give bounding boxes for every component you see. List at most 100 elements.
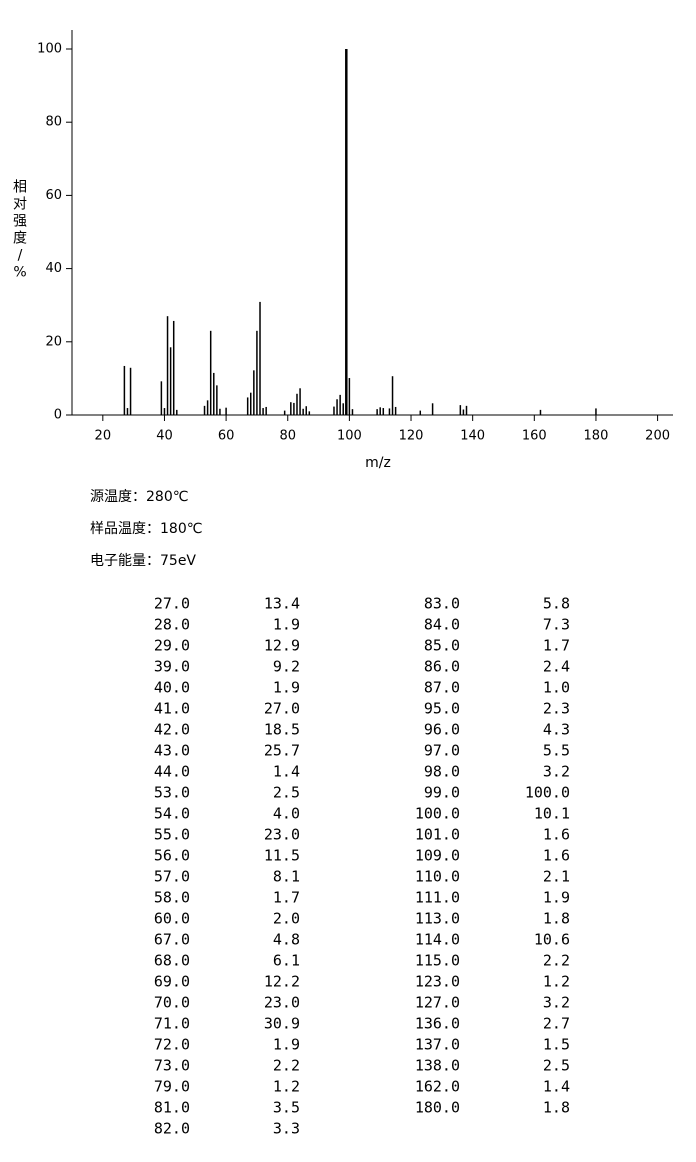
mz-cell: 96.0 xyxy=(424,721,460,739)
intensity-cell: 2.2 xyxy=(543,952,570,970)
intensity-cell: 6.1 xyxy=(273,952,300,970)
intensity-cell: 3.3 xyxy=(273,1120,300,1138)
x-tick-label: 100 xyxy=(337,429,362,444)
intensity-cell: 1.7 xyxy=(273,889,300,907)
x-tick-label: 120 xyxy=(399,429,424,444)
intensity-cell: 13.4 xyxy=(264,595,300,613)
mz-cell: 41.0 xyxy=(154,700,190,718)
x-tick-label: 40 xyxy=(156,429,173,444)
intensity-cell: 2.5 xyxy=(273,784,300,802)
intensity-cell: 3.2 xyxy=(543,763,570,781)
mz-cell: 68.0 xyxy=(154,952,190,970)
intensity-cell: 5.5 xyxy=(543,742,570,760)
mz-cell: 109.0 xyxy=(415,847,460,865)
mz-cell: 72.0 xyxy=(154,1036,190,1054)
mz-cell: 101.0 xyxy=(415,826,460,844)
intensity-cell: 1.9 xyxy=(273,1036,300,1054)
y-tick-label: 40 xyxy=(45,261,62,276)
y-tick-label: 20 xyxy=(45,334,62,349)
intensity-cell: 5.8 xyxy=(543,595,570,613)
x-tick-label: 60 xyxy=(218,429,235,444)
intensity-cell: 4.0 xyxy=(273,805,300,823)
mz-cell: 44.0 xyxy=(154,763,190,781)
intensity-cell: 12.9 xyxy=(264,637,300,655)
mz-cell: 100.0 xyxy=(415,805,460,823)
intensity-cell: 1.4 xyxy=(543,1078,570,1096)
mz-cell: 73.0 xyxy=(154,1057,190,1075)
mz-cell: 136.0 xyxy=(415,1015,460,1033)
mz-cell: 114.0 xyxy=(415,931,460,949)
mz-cell: 27.0 xyxy=(154,595,190,613)
mz-cell: 84.0 xyxy=(424,616,460,634)
intensity-cell: 18.5 xyxy=(264,721,300,739)
mz-cell: 86.0 xyxy=(424,658,460,676)
intensity-cell: 1.9 xyxy=(273,679,300,697)
intensity-cell: 1.6 xyxy=(543,847,570,865)
intensity-cell: 2.0 xyxy=(273,910,300,928)
mz-cell: 54.0 xyxy=(154,805,190,823)
condition: 源温度：280℃ xyxy=(90,489,188,505)
mz-cell: 29.0 xyxy=(154,637,190,655)
mz-cell: 97.0 xyxy=(424,742,460,760)
x-tick-label: 180 xyxy=(584,429,609,444)
y-tick-label: 60 xyxy=(45,188,62,203)
y-tick-label: 100 xyxy=(37,42,62,57)
intensity-cell: 9.2 xyxy=(273,658,300,676)
intensity-cell: 3.2 xyxy=(543,994,570,1012)
mz-cell: 70.0 xyxy=(154,994,190,1012)
intensity-cell: 1.5 xyxy=(543,1036,570,1054)
x-tick-label: 160 xyxy=(522,429,547,444)
mz-cell: 67.0 xyxy=(154,931,190,949)
y-axis-label: 相对强度/% xyxy=(13,180,27,281)
intensity-cell: 2.2 xyxy=(273,1057,300,1075)
intensity-cell: 2.1 xyxy=(543,868,570,886)
mz-cell: 85.0 xyxy=(424,637,460,655)
mz-cell: 53.0 xyxy=(154,784,190,802)
intensity-cell: 10.1 xyxy=(534,805,570,823)
mz-cell: 55.0 xyxy=(154,826,190,844)
mz-cell: 162.0 xyxy=(415,1078,460,1096)
mz-cell: 71.0 xyxy=(154,1015,190,1033)
intensity-cell: 12.2 xyxy=(264,973,300,991)
mz-cell: 39.0 xyxy=(154,658,190,676)
mz-cell: 87.0 xyxy=(424,679,460,697)
intensity-cell: 23.0 xyxy=(264,826,300,844)
intensity-cell: 1.4 xyxy=(273,763,300,781)
mz-cell: 111.0 xyxy=(415,889,460,907)
mz-cell: 98.0 xyxy=(424,763,460,781)
intensity-cell: 1.8 xyxy=(543,1099,570,1117)
x-tick-label: 200 xyxy=(645,429,670,444)
intensity-cell: 4.3 xyxy=(543,721,570,739)
mz-cell: 69.0 xyxy=(154,973,190,991)
intensity-cell: 1.6 xyxy=(543,826,570,844)
intensity-cell: 1.2 xyxy=(543,973,570,991)
mz-cell: 57.0 xyxy=(154,868,190,886)
mz-cell: 56.0 xyxy=(154,847,190,865)
intensity-cell: 8.1 xyxy=(273,868,300,886)
intensity-cell: 2.7 xyxy=(543,1015,570,1033)
x-tick-label: 140 xyxy=(460,429,485,444)
intensity-cell: 3.5 xyxy=(273,1099,300,1117)
intensity-cell: 27.0 xyxy=(264,700,300,718)
intensity-cell: 1.7 xyxy=(543,637,570,655)
mz-cell: 110.0 xyxy=(415,868,460,886)
mz-cell: 180.0 xyxy=(415,1099,460,1117)
mz-cell: 82.0 xyxy=(154,1120,190,1138)
intensity-cell: 10.6 xyxy=(534,931,570,949)
mz-cell: 43.0 xyxy=(154,742,190,760)
mz-cell: 79.0 xyxy=(154,1078,190,1096)
intensity-cell: 1.9 xyxy=(273,616,300,634)
mz-cell: 99.0 xyxy=(424,784,460,802)
intensity-cell: 1.8 xyxy=(543,910,570,928)
condition: 电子能量：75eV xyxy=(90,553,196,569)
intensity-cell: 30.9 xyxy=(264,1015,300,1033)
y-tick-label: 80 xyxy=(45,115,62,130)
mz-cell: 28.0 xyxy=(154,616,190,634)
intensity-cell: 4.8 xyxy=(273,931,300,949)
mz-cell: 123.0 xyxy=(415,973,460,991)
mz-cell: 138.0 xyxy=(415,1057,460,1075)
mz-cell: 127.0 xyxy=(415,994,460,1012)
mz-cell: 113.0 xyxy=(415,910,460,928)
